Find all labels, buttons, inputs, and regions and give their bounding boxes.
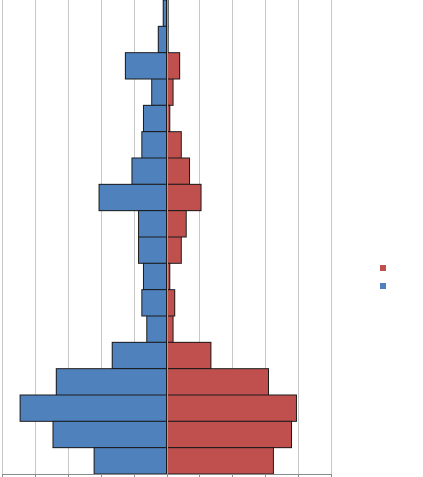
- legend-item-red: [380, 259, 390, 277]
- bars-group: [19, 0, 297, 475]
- bar-left-2: [157, 25, 167, 54]
- bar-right-10: [166, 236, 182, 264]
- bar-left-4: [151, 78, 168, 106]
- bar-left-18: [93, 447, 167, 475]
- bar-right-14: [166, 341, 212, 370]
- bar-right-16: [166, 394, 297, 422]
- bar-left-3: [124, 52, 167, 80]
- bar-right-17: [166, 420, 293, 449]
- bar-right-11: [166, 262, 171, 291]
- bar-right-18: [166, 447, 274, 475]
- bar-left-11: [142, 262, 168, 291]
- axis-group: [2, 0, 332, 477]
- bar-right-7: [166, 157, 191, 185]
- bar-left-17: [52, 420, 167, 449]
- bar-left-7: [131, 157, 167, 185]
- bar-left-5: [142, 104, 168, 133]
- legend-item-blue: [380, 277, 390, 295]
- bar-right-15: [166, 368, 269, 396]
- bar-right-3: [166, 52, 181, 80]
- legend-swatch-blue: [380, 283, 386, 289]
- bar-left-6: [141, 131, 167, 159]
- bar-left-12: [141, 289, 167, 317]
- bar-right-8: [166, 183, 202, 212]
- bar-right-6: [166, 131, 182, 159]
- bar-left-15: [55, 368, 167, 396]
- bar-left-9: [138, 210, 168, 238]
- bar-left-8: [98, 183, 167, 212]
- bar-right-5: [166, 104, 171, 133]
- bar-left-10: [138, 236, 168, 264]
- bar-left-16: [19, 394, 167, 422]
- bar-left-14: [111, 341, 167, 370]
- bar-left-13: [146, 315, 167, 343]
- bar-right-9: [166, 210, 187, 238]
- legend-swatch-red: [380, 265, 386, 271]
- legend: [380, 259, 390, 295]
